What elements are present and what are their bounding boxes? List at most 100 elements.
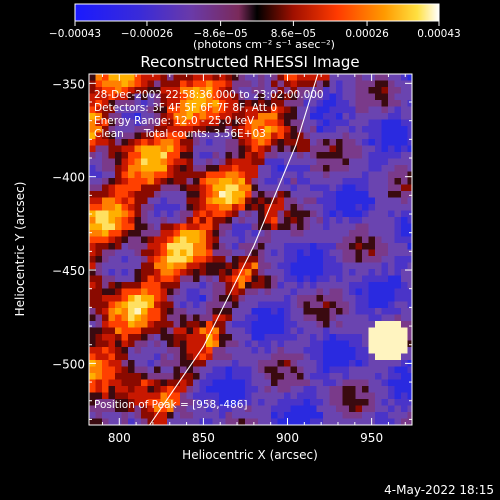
heatmap-cell bbox=[89, 204, 96, 211]
heatmap-cell bbox=[134, 405, 142, 413]
heatmap-cell bbox=[225, 392, 233, 400]
heatmap-cell bbox=[394, 373, 402, 380]
heatmap-cell bbox=[401, 197, 408, 205]
heatmap-cell bbox=[225, 139, 233, 146]
heatmap-cell bbox=[342, 113, 350, 120]
heatmap-cell bbox=[258, 347, 265, 354]
heatmap-cell bbox=[375, 301, 382, 309]
heatmap-cell bbox=[193, 132, 200, 140]
heatmap-cell bbox=[316, 132, 324, 140]
heatmap-cell bbox=[271, 74, 278, 81]
heatmap-cell bbox=[277, 334, 285, 341]
heatmap-cell bbox=[290, 373, 298, 380]
heatmap-cell bbox=[167, 334, 174, 341]
heatmap-cell bbox=[394, 334, 402, 341]
heatmap-cell bbox=[329, 197, 337, 205]
heatmap-cell bbox=[362, 243, 369, 250]
heatmap-cell bbox=[297, 360, 304, 367]
heatmap-cell bbox=[160, 386, 168, 393]
heatmap-cell bbox=[89, 100, 96, 107]
heatmap-cell bbox=[368, 132, 376, 140]
heatmap-cell bbox=[316, 334, 324, 341]
heatmap-cell bbox=[121, 386, 129, 393]
heatmap-cell bbox=[225, 197, 233, 205]
heatmap-cell bbox=[329, 399, 337, 406]
heatmap-cell bbox=[167, 314, 174, 322]
heatmap-cell bbox=[394, 295, 402, 302]
heatmap-cell bbox=[115, 100, 122, 107]
heatmap-cell bbox=[323, 171, 330, 179]
heatmap-cell bbox=[154, 106, 161, 114]
heatmap-cell bbox=[95, 321, 103, 328]
heatmap-cell bbox=[329, 236, 337, 244]
heatmap-cell bbox=[167, 366, 174, 374]
heatmap-cell bbox=[167, 360, 174, 367]
heatmap-cell bbox=[290, 106, 298, 114]
heatmap-cell bbox=[238, 152, 246, 159]
heatmap-cell bbox=[147, 197, 155, 205]
heatmap-cell bbox=[108, 191, 116, 198]
heatmap-cell bbox=[401, 184, 408, 192]
heatmap-cell bbox=[375, 353, 382, 361]
heatmap-cell bbox=[173, 256, 181, 263]
heatmap-cell bbox=[329, 113, 337, 120]
heatmap-cell bbox=[173, 217, 181, 224]
heatmap-cell bbox=[401, 379, 408, 387]
heatmap-cell bbox=[388, 204, 395, 211]
heatmap-cell bbox=[154, 243, 161, 250]
heatmap-cell bbox=[407, 191, 412, 198]
heatmap-cell bbox=[381, 405, 389, 413]
x-tick-label: 900 bbox=[276, 431, 299, 445]
heatmap-cell bbox=[147, 87, 155, 94]
heatmap-cell bbox=[147, 106, 155, 114]
heatmap-cell bbox=[264, 191, 272, 198]
heatmap-cell bbox=[95, 191, 103, 198]
heatmap-cell bbox=[368, 340, 376, 348]
heatmap-cell bbox=[212, 418, 220, 425]
heatmap-cell bbox=[284, 353, 291, 361]
heatmap-cell bbox=[303, 217, 311, 224]
heatmap-cell bbox=[342, 282, 350, 289]
heatmap-cell bbox=[134, 301, 142, 309]
heatmap-cell bbox=[394, 113, 402, 120]
heatmap-cell bbox=[154, 373, 161, 380]
heatmap-cell bbox=[388, 119, 395, 127]
heatmap-cell bbox=[167, 165, 174, 172]
heatmap-cell bbox=[108, 126, 116, 133]
heatmap-cell bbox=[128, 327, 135, 335]
heatmap-cell bbox=[95, 327, 103, 335]
heatmap-cell bbox=[232, 171, 239, 179]
heatmap-cell bbox=[115, 360, 122, 367]
heatmap-cell bbox=[316, 399, 324, 406]
heatmap-cell bbox=[251, 360, 259, 367]
heatmap-cell bbox=[225, 347, 233, 354]
heatmap-cell bbox=[121, 106, 129, 114]
heatmap-cell bbox=[303, 412, 311, 419]
heatmap-cell bbox=[141, 282, 148, 289]
heatmap-cell bbox=[284, 347, 291, 354]
heatmap-cell bbox=[108, 327, 116, 335]
heatmap-cell bbox=[349, 74, 356, 81]
heatmap-cell bbox=[342, 119, 350, 127]
heatmap-cell bbox=[128, 347, 135, 354]
heatmap-cell bbox=[89, 243, 96, 250]
heatmap-cell bbox=[407, 262, 412, 270]
heatmap-cell bbox=[284, 139, 291, 146]
heatmap-cell bbox=[102, 158, 109, 166]
heatmap-cell bbox=[271, 379, 278, 387]
heatmap-cell bbox=[375, 178, 382, 185]
heatmap-cell bbox=[89, 217, 96, 224]
heatmap-cell bbox=[180, 93, 187, 101]
heatmap-cell bbox=[173, 197, 181, 205]
heatmap-cell bbox=[381, 171, 389, 179]
heatmap-cell bbox=[245, 327, 252, 335]
heatmap-cell bbox=[219, 74, 226, 81]
heatmap-cell bbox=[271, 360, 278, 367]
heatmap-cell bbox=[167, 74, 174, 81]
heatmap-cell bbox=[284, 308, 291, 315]
heatmap-cell bbox=[362, 275, 369, 283]
heatmap-cell bbox=[238, 347, 246, 354]
heatmap-cell bbox=[368, 236, 376, 244]
heatmap-cell bbox=[388, 243, 395, 250]
heatmap-cell bbox=[147, 217, 155, 224]
